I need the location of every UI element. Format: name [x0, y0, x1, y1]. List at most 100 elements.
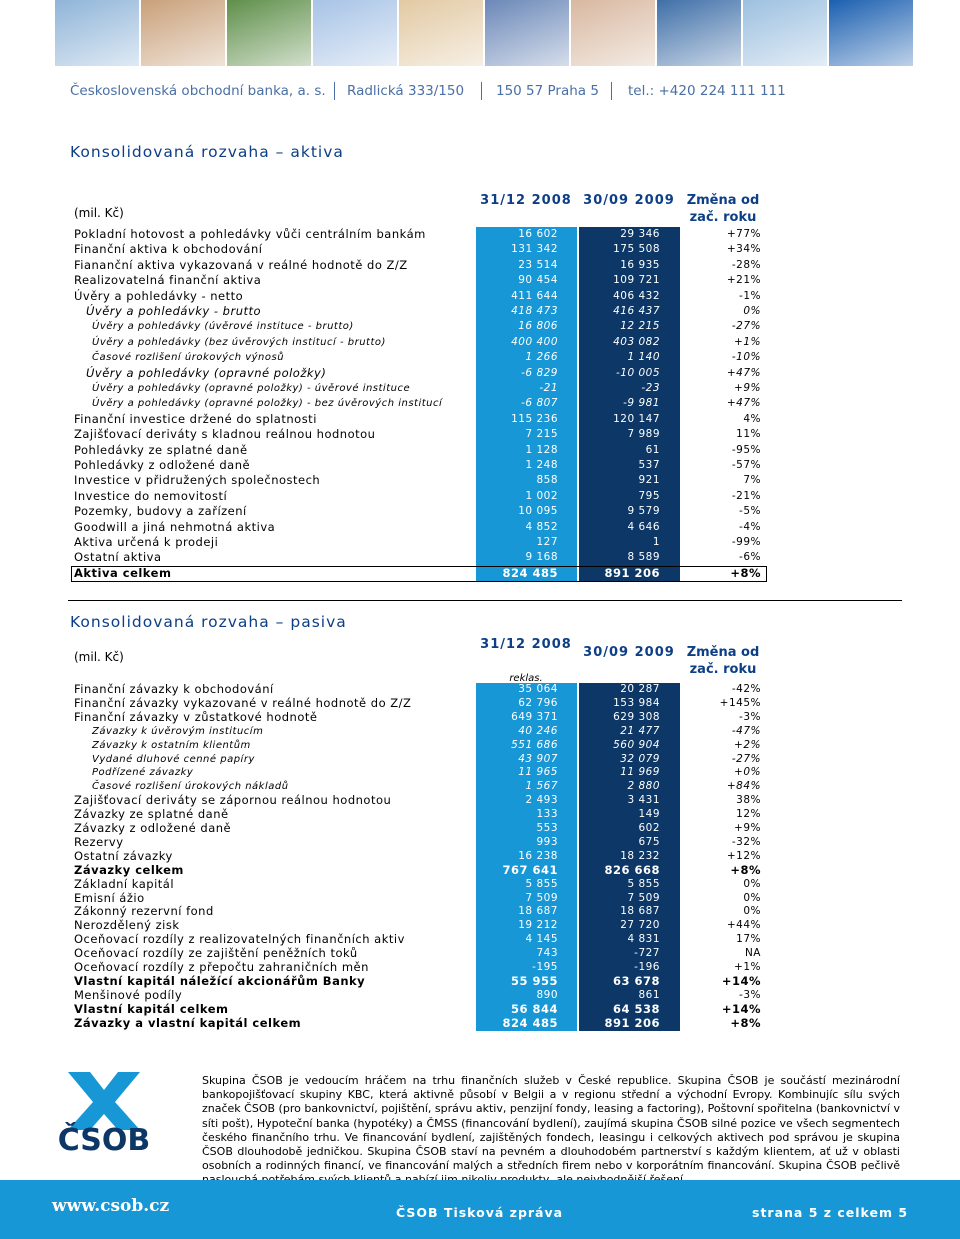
value-2009: -23 [641, 382, 660, 394]
value-2008: 11 965 [518, 766, 558, 779]
change: 12% [736, 808, 761, 821]
row-label: Nerozdělený zisk [74, 918, 180, 933]
change: +145% [719, 696, 761, 709]
logo-text: ČSOB [58, 1121, 151, 1154]
row-label: Finanční investice držené do splatnosti [74, 411, 317, 426]
value-2009: 406 432 [613, 289, 660, 302]
row-label: Menšinové podíly [74, 987, 183, 1002]
row-label: Goodwill a jiná nehmotná aktiva [74, 519, 276, 534]
change: +8% [730, 565, 761, 580]
change: +9% [734, 822, 761, 834]
row-label: Úvěry a pohledávky (opravné položky) [86, 365, 327, 380]
address: Radlická 333/150 [347, 83, 465, 99]
value-2009: 629 308 [613, 710, 660, 723]
row-label: Úvěry a pohledávky - brutto [86, 304, 262, 318]
value-2009: -10 005 [615, 366, 660, 379]
value-2009: 602 [638, 822, 660, 834]
value-2009: 403 082 [613, 335, 660, 348]
value-2008: 43 907 [518, 752, 558, 765]
row-label: Závazky a vlastní kapitál celkem [74, 1015, 302, 1030]
change: -10% [731, 351, 761, 364]
value-2008: 131 342 [511, 243, 558, 256]
value-2008: 551 686 [511, 738, 558, 751]
value-2009: 1 140 [627, 351, 660, 364]
value-2008: 40 246 [518, 724, 558, 737]
photo [313, 0, 397, 66]
value-2008: -21 [539, 382, 558, 394]
value-2008: -6 829 [521, 366, 558, 379]
row-label: Podřízené závazky [92, 767, 194, 779]
liabilities-title: Konsolidovaná rozvaha – pasiva [70, 613, 347, 631]
change: NA [744, 947, 761, 960]
row-label: Oceňovací rozdíly ze zajištění peněžních… [74, 946, 358, 961]
value-2009: 4 646 [627, 520, 660, 533]
row-label: Realizovatelná finanční aktiva [74, 273, 262, 288]
value-2009: -727 [634, 947, 660, 960]
value-2008: 7 215 [525, 428, 558, 441]
column-bg [579, 227, 680, 582]
value-2008: 824 485 [502, 1015, 558, 1030]
value-2008: 16 602 [518, 228, 558, 240]
change: 0% [743, 891, 761, 904]
change: -5% [739, 505, 761, 518]
row-label: Pohledávky z odložené daně [74, 458, 251, 472]
footer-bar [0, 1180, 960, 1239]
footer-label: ČSOB Tisková zpráva [396, 1205, 564, 1220]
logo: ČSOB [58, 1072, 151, 1154]
column-header: Změna od zač. roku [686, 645, 760, 677]
row-label: Časové rozlišení úrokových nákladů [92, 781, 289, 793]
row-label: Finanční závazky v zůstatkové hodnotě [74, 709, 318, 724]
row-label: Zajišťovací deriváty s kladnou reálnou h… [74, 427, 376, 442]
row-label: Pohledávky ze splatné daně [74, 442, 248, 457]
photo [141, 0, 225, 66]
value-2008: 890 [536, 988, 558, 1001]
value-2009: 20 287 [620, 683, 660, 695]
value-2009: -9 981 [623, 397, 660, 410]
row-label: Úvěry a pohledávky (bez úvěrových instit… [92, 336, 386, 348]
photo [743, 0, 827, 66]
value-2009: 4 831 [627, 933, 660, 946]
row-label: Zajišťovací deriváty se zápornou reálnou… [74, 793, 392, 808]
row-label: Finanční závazky vykazované v reálné hod… [74, 695, 412, 710]
value-2009: 18 687 [620, 905, 660, 918]
change: -57% [731, 459, 761, 471]
row-label: Ostatní závazky [74, 848, 173, 863]
row-label: Vlastní kapitál náležící akcionářům Bank… [74, 973, 366, 988]
value-2008: 649 371 [511, 710, 558, 723]
change: 0% [743, 877, 761, 890]
value-2008: 743 [536, 947, 558, 960]
row-label: Pozemky, budovy a zařízení [74, 504, 247, 519]
photo [485, 0, 569, 66]
change: 7% [743, 474, 761, 487]
value-2009: -196 [634, 961, 660, 973]
row-label: Závazky ze splatné daně [74, 807, 229, 822]
change: -3% [739, 710, 761, 723]
change: +8% [730, 862, 761, 877]
column-header: 30/09 2009 [583, 193, 675, 208]
value-2009: 3 431 [627, 794, 660, 807]
separator [334, 82, 335, 100]
value-2008: 824 485 [502, 565, 558, 580]
rule [68, 600, 902, 601]
change: +12% [726, 849, 761, 862]
value-2008: 62 796 [518, 696, 558, 709]
change: 11% [736, 428, 761, 441]
row-label: Časové rozlišení úrokových výnosů [92, 352, 285, 364]
row-label: Závazky k ostatním klientům [92, 739, 251, 751]
row-label: Finanční aktiva k obchodování [74, 242, 263, 257]
value-2009: 27 720 [620, 919, 660, 932]
value-2008: 5 855 [525, 877, 558, 890]
website: www.csob.cz [52, 1196, 170, 1216]
row-label: Závazky celkem [74, 862, 184, 877]
value-2008: -6 807 [521, 397, 558, 410]
row-label: Investice v přidružených společnostech [74, 473, 321, 488]
company: Československá obchodní banka, a. s. [70, 83, 326, 99]
row-label: Vlastní kapitál celkem [74, 1001, 229, 1016]
row-label: Oceňovací rozdíly z přepočtu zahraničníc… [74, 960, 369, 974]
change: -4% [739, 520, 761, 533]
value-2008: 1 266 [525, 351, 558, 364]
value-2008: 127 [536, 536, 558, 548]
value-2008: 418 473 [511, 305, 558, 317]
row-label: Aktiva určená k prodeji [74, 535, 219, 549]
